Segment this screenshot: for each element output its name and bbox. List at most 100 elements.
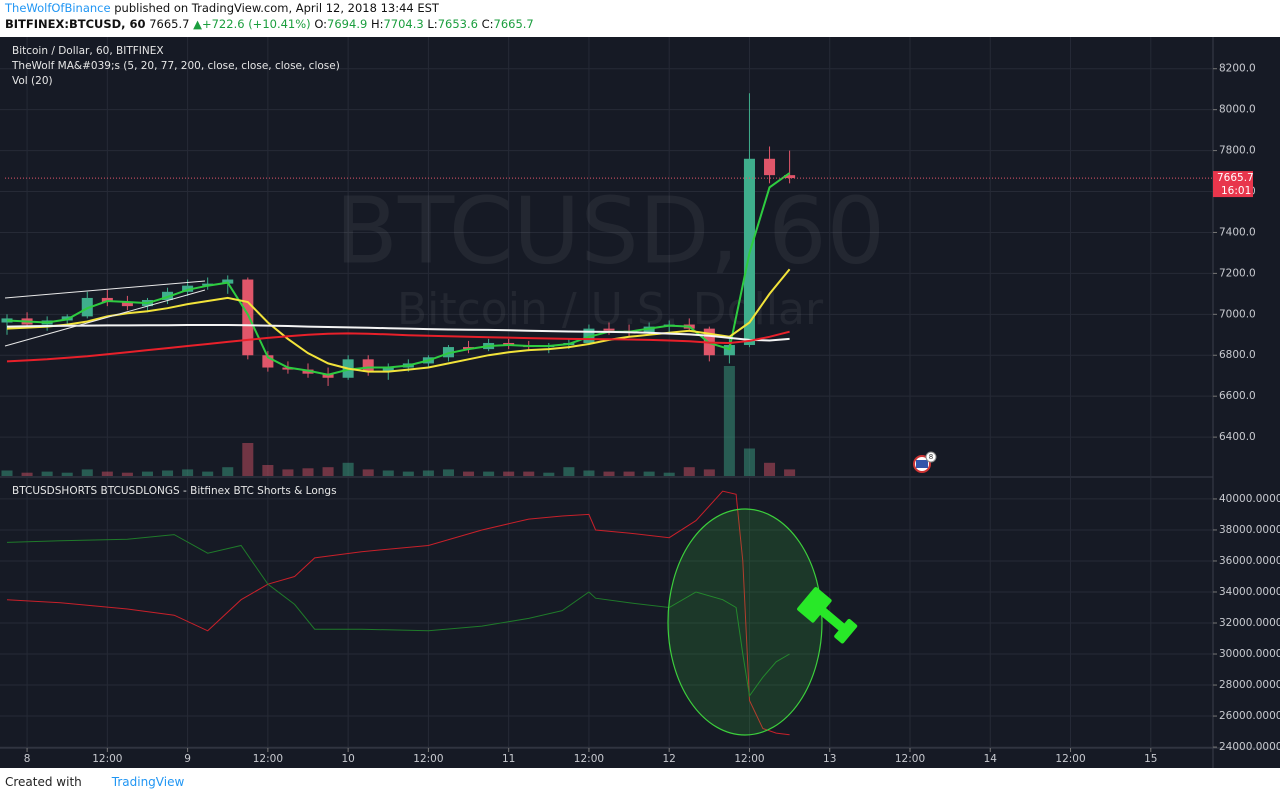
pane-title: Bitcoin / Dollar, 60, BITFINEX	[12, 45, 164, 57]
volume-bar	[402, 471, 414, 476]
volume-bar	[242, 443, 254, 476]
ohlc-label: O:	[314, 17, 328, 31]
candle-body	[222, 279, 234, 284]
watermark-subtitle: Bitcoin / U.S. Dollar	[397, 284, 824, 335]
highlight-ellipse	[667, 508, 823, 736]
volume-bar	[523, 471, 535, 476]
candle-body	[121, 302, 133, 307]
volume-bar	[603, 471, 615, 476]
volume-label: Vol (20)	[12, 75, 53, 87]
ohlc-value: 7704.3	[383, 17, 424, 31]
volume-bar	[1, 470, 13, 476]
pane-title: BTCUSDSHORTS BTCUSDLONGS - Bitfinex BTC …	[12, 485, 337, 497]
header: TheWolfOfBinance published on TradingVie…	[5, 0, 534, 32]
candle-body	[282, 367, 294, 370]
x-tick-label: 12:00	[895, 753, 925, 765]
volume-bar	[262, 465, 274, 476]
x-tick-label: 15	[1144, 753, 1157, 765]
volume-bar	[764, 462, 776, 476]
y-tick-label: 28000.0000	[1219, 679, 1280, 691]
y-tick-label: 26000.0000	[1219, 710, 1280, 722]
y-tick-label: 36000.0000	[1219, 555, 1280, 567]
x-tick-label: 13	[823, 753, 836, 765]
volume-bar	[182, 469, 194, 476]
series-line	[6, 534, 790, 698]
volume-bar	[362, 469, 374, 476]
symbol: BITFINEX:BTCUSD, 60	[5, 17, 146, 31]
candle-body	[101, 297, 113, 303]
volume-bar	[61, 472, 73, 476]
candle-body	[302, 369, 314, 374]
author[interactable]: TheWolfOfBinance	[5, 1, 111, 15]
price: 7665.7	[149, 17, 190, 31]
x-tick-label: 12:00	[253, 753, 283, 765]
trend-line	[4, 289, 206, 347]
candle-body	[764, 158, 776, 176]
candle-body	[603, 328, 615, 331]
brand[interactable]: TradingView	[111, 775, 185, 789]
ohlc: O:7694.9 H:7704.3 L:7653.6 C:7665.7	[314, 17, 533, 31]
event-badge: 8	[929, 453, 933, 461]
series-line	[6, 490, 790, 736]
volume-bar	[784, 469, 796, 476]
volume-bar	[302, 468, 314, 476]
event-icon: 8	[913, 451, 937, 473]
y-tick-label: 6400.0	[1219, 431, 1256, 443]
x-tick-label: 12:00	[1055, 753, 1085, 765]
moving-average	[6, 324, 790, 342]
x-tick-label: 9	[184, 753, 191, 765]
x-tick-label: 8	[24, 753, 31, 765]
y-tick-label: 8000.0	[1219, 104, 1256, 116]
y-tick-label: 30000.0000	[1219, 648, 1280, 660]
change-value: +722.6 (+10.41%)	[201, 17, 311, 31]
x-tick-label: 12:00	[413, 753, 443, 765]
created-with: Created with	[5, 775, 82, 789]
volume-bar	[643, 471, 655, 476]
y-tick-label: 24000.0000	[1219, 741, 1280, 753]
ohlc-label: H:	[370, 17, 384, 31]
candle-body	[322, 373, 334, 378]
volume-bar	[723, 366, 735, 476]
y-tick-label: 40000.0000	[1219, 493, 1280, 505]
published: published on TradingView.com, April 12, …	[114, 1, 439, 15]
last-price-box	[1213, 171, 1253, 198]
ohlc-label: L:	[427, 17, 438, 31]
volume-bar	[583, 470, 595, 476]
y-tick-label: 38000.0000	[1219, 524, 1280, 536]
x-tick-label: 12:00	[92, 753, 122, 765]
y-tick-label: 7400.0	[1219, 226, 1256, 238]
volume-bar	[21, 472, 33, 476]
y-tick-label: 7200.0	[1219, 267, 1256, 279]
volume-bar	[141, 471, 153, 476]
volume-bar	[703, 469, 715, 476]
y-tick-label: 6800.0	[1219, 349, 1256, 361]
volume-bar	[101, 471, 113, 476]
ohlc-value: 7694.9	[327, 17, 368, 31]
ohlc-label: C:	[481, 17, 494, 31]
y-tick-label: 32000.0000	[1219, 617, 1280, 629]
volume-bar	[663, 472, 675, 476]
volume-bar	[623, 471, 635, 476]
volume-bar	[422, 470, 434, 476]
volume-bar	[162, 470, 174, 476]
volume-bar	[282, 469, 294, 476]
indicator-label: TheWolf MA&#039;s (5, 20, 77, 200, close…	[11, 60, 340, 72]
x-tick-label: 12:00	[574, 753, 604, 765]
volume-bar	[41, 471, 53, 476]
volume-bar	[342, 462, 354, 476]
volume-bar	[222, 467, 234, 476]
watermark: BTCUSD, 60	[335, 177, 885, 284]
y-tick-label: 8200.0	[1219, 63, 1256, 75]
volume-bar	[121, 472, 133, 476]
candle-body	[242, 279, 254, 356]
y-tick-label: 7000.0	[1219, 308, 1256, 320]
moving-average	[6, 330, 790, 363]
candle-body	[503, 342, 515, 346]
countdown-label: 16:01	[1221, 185, 1251, 197]
volume-bar	[563, 467, 575, 476]
volume-bar	[202, 471, 214, 476]
last-price-label: 7665.7	[1217, 172, 1254, 184]
ohlc-value: 7665.7	[493, 17, 534, 31]
ohlc-value: 7653.6	[437, 17, 478, 31]
